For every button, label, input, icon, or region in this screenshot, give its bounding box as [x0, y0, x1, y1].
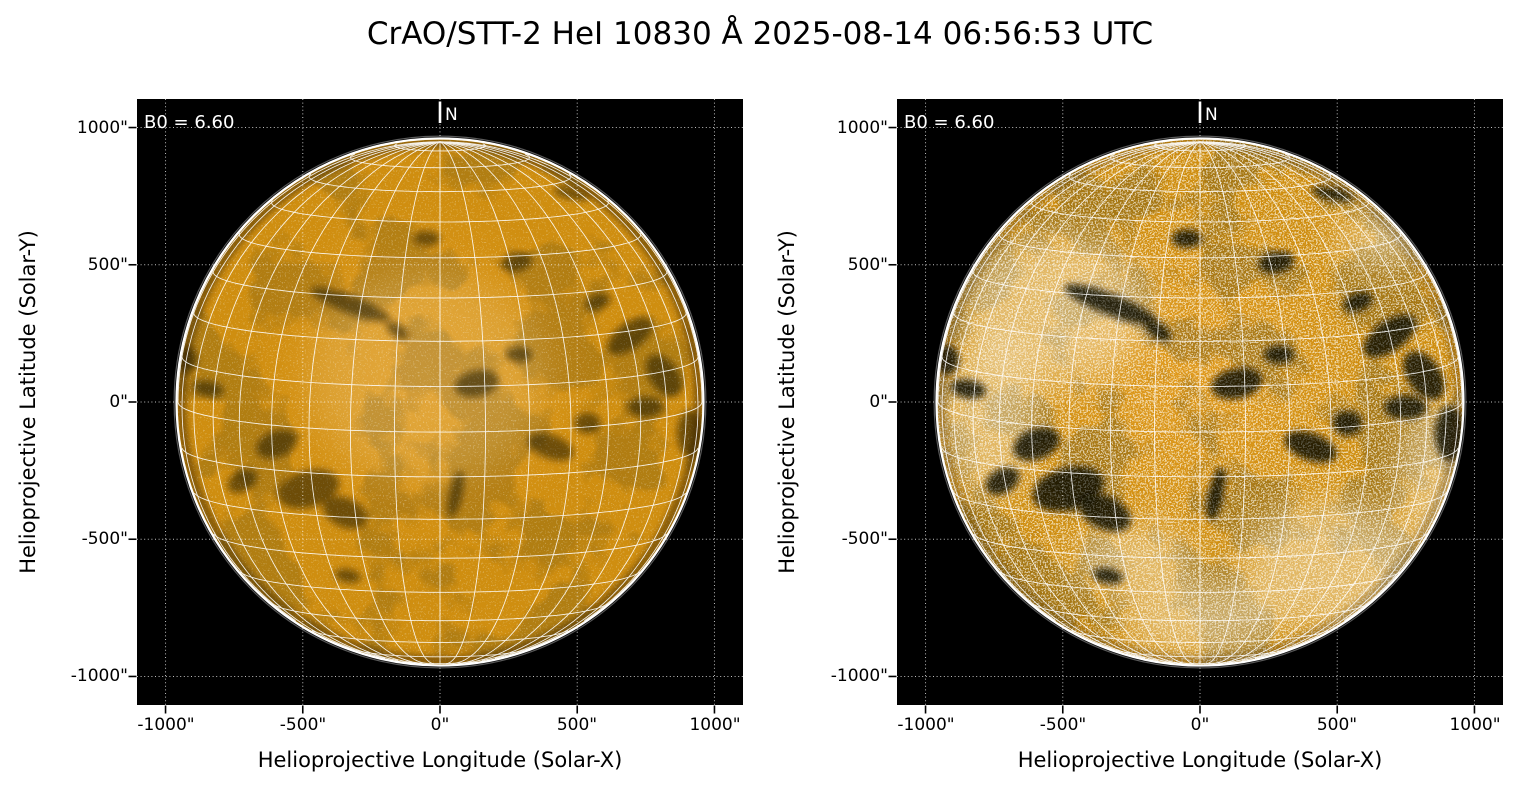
x-tick-label: -1000" [137, 715, 195, 735]
y-tick-label: -1000" [830, 666, 888, 686]
figure-title: CrAO/STT-2 HeI 10830 Å 2025-08-14 06:56:… [366, 16, 1154, 52]
b0-annotation: B0 = 6.60 [144, 112, 234, 133]
b0-annotation: B0 = 6.60 [904, 112, 994, 133]
x-axis-label: Helioprojective Longitude (Solar-X) [1017, 748, 1383, 772]
y-tick-label: 500" [847, 255, 888, 275]
y-tick-label: 0" [869, 392, 888, 412]
axis-ticks [128, 126, 716, 714]
y-tick-label: -500" [81, 529, 128, 549]
y-tick-label: -1000" [70, 666, 128, 686]
solar-limb [175, 137, 705, 667]
x-tick-label: 500" [556, 715, 598, 735]
heliographic-grid [177, 141, 703, 665]
x-tick-label: 1000" [689, 715, 741, 735]
x-tick-label: 0" [430, 715, 450, 735]
x-axis-label: Helioprojective Longitude (Solar-X) [257, 748, 623, 772]
y-tick-label: 500" [87, 255, 128, 275]
y-tick-label: 1000" [76, 118, 128, 138]
plot-gridlines [897, 99, 1503, 705]
y-tick-label: 0" [109, 392, 128, 412]
y-tick-label: 1000" [836, 118, 888, 138]
north-label: N [445, 105, 458, 125]
solar-map-panel-right: B0 = 6.60 N [888, 99, 1503, 714]
y-axis-label: Helioprojective Latitude (Solar-Y) [775, 230, 799, 574]
x-tick-label: 1000" [1449, 715, 1501, 735]
x-tick-label: -500" [279, 715, 327, 735]
x-tick-label: -500" [1039, 715, 1087, 735]
y-tick-label: -500" [841, 529, 888, 549]
y-axis-label: Helioprojective Latitude (Solar-Y) [16, 230, 40, 574]
axis-ticks [888, 126, 1476, 714]
x-tick-label: 0" [1190, 715, 1210, 735]
x-tick-label: 500" [1316, 715, 1358, 735]
plot-gridlines [137, 99, 743, 705]
x-tick-label: -1000" [897, 715, 955, 735]
solar-map-panel-left: B0 = 6.60 N [128, 99, 743, 714]
north-label: N [1205, 105, 1218, 125]
solar-limb [935, 137, 1465, 667]
